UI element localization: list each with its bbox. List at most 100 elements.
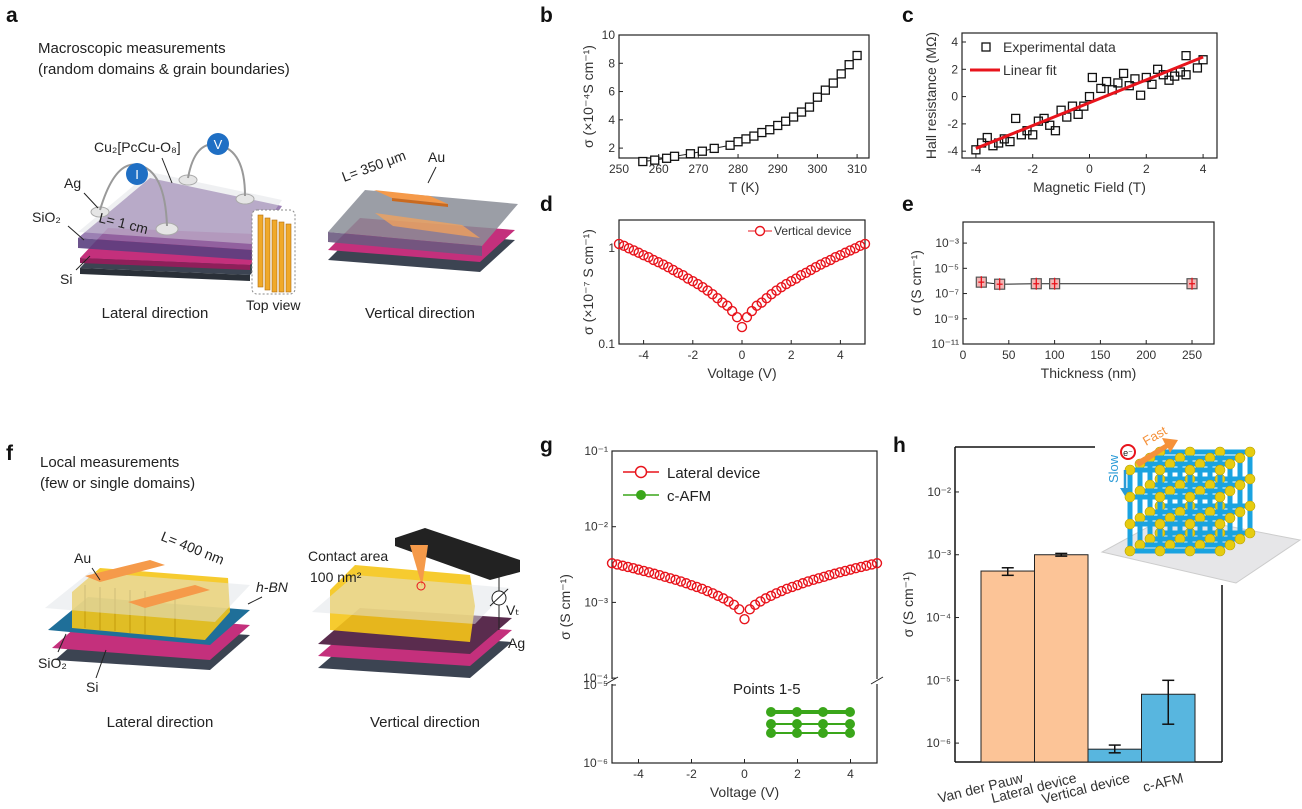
y-tick-label: 10⁻¹¹ bbox=[931, 337, 959, 351]
sio2-layer-side bbox=[80, 258, 250, 270]
leader-line bbox=[57, 633, 67, 653]
au-label: Au bbox=[74, 550, 91, 566]
atom bbox=[818, 707, 828, 717]
chart-panel-h: 10⁻⁶10⁻⁵10⁻⁴10⁻³10⁻²σ (S cm⁻¹)Van der Pa… bbox=[900, 446, 1223, 807]
data-point bbox=[813, 573, 824, 584]
metal-node bbox=[1234, 533, 1246, 545]
data-point bbox=[672, 267, 684, 279]
data-point bbox=[792, 579, 803, 591]
data-point bbox=[835, 249, 846, 261]
data-point bbox=[795, 269, 807, 281]
atom bbox=[792, 728, 802, 738]
metal-node bbox=[1234, 452, 1246, 464]
metal-node bbox=[1154, 518, 1166, 530]
data-point bbox=[638, 249, 649, 261]
metal-node bbox=[1154, 491, 1166, 503]
tip-voltage-label: Vₜ bbox=[506, 602, 519, 618]
y-tick-label: 10⁻⁵ bbox=[583, 678, 608, 692]
legend-label: c-AFM bbox=[667, 488, 711, 505]
data-point bbox=[725, 140, 735, 150]
data-point bbox=[829, 568, 840, 579]
current-symbol: I bbox=[135, 167, 139, 182]
data-point bbox=[1005, 136, 1015, 147]
data-point bbox=[669, 151, 680, 161]
data-point bbox=[1192, 63, 1203, 73]
x-tick-label: 2 bbox=[788, 348, 795, 362]
x-tick-label: 250 bbox=[609, 162, 629, 176]
x-tick-label: 250 bbox=[1182, 348, 1202, 362]
metal-node bbox=[1224, 458, 1236, 470]
au-electrode-right bbox=[128, 585, 210, 608]
data-point bbox=[765, 125, 775, 135]
atom bbox=[792, 707, 802, 717]
y-tick-label: 10⁻⁶ bbox=[583, 756, 608, 770]
bar bbox=[1034, 554, 1089, 763]
x-axis-label: Thickness (nm) bbox=[1041, 365, 1137, 381]
plot-frame bbox=[618, 219, 866, 345]
metal-node bbox=[1244, 473, 1256, 485]
x-tick-label: 280 bbox=[728, 162, 748, 176]
voltmeter-icon bbox=[207, 133, 229, 155]
data-point bbox=[982, 132, 992, 143]
length-label: L= 400 nm bbox=[159, 528, 227, 568]
data-point bbox=[681, 578, 692, 589]
x-tick-label: 290 bbox=[768, 162, 788, 176]
data-point bbox=[663, 261, 674, 273]
plot-frame bbox=[962, 221, 1215, 345]
data-point bbox=[1096, 83, 1106, 94]
data-point bbox=[849, 243, 861, 254]
data-point bbox=[686, 579, 697, 591]
y-tick-label: 10⁻⁴ bbox=[926, 611, 951, 625]
ag-label: Ag bbox=[64, 175, 81, 191]
metal-node bbox=[1214, 464, 1226, 476]
y-tick-label: 2 bbox=[951, 62, 958, 76]
leader-line bbox=[75, 255, 91, 271]
data-point bbox=[741, 134, 751, 144]
data-point bbox=[707, 588, 718, 599]
x-tick-label: 200 bbox=[1136, 348, 1156, 362]
framework-cube-inset: Fast Slow e⁻ bbox=[1100, 423, 1302, 584]
legend-marker-dot bbox=[636, 490, 646, 500]
voltage-symbol: V bbox=[214, 137, 223, 152]
data-point bbox=[804, 102, 815, 112]
data-point bbox=[852, 50, 862, 61]
molecule-stack-icon bbox=[766, 707, 855, 738]
data-point bbox=[731, 312, 743, 323]
metal-node bbox=[1214, 545, 1226, 557]
data-point bbox=[815, 259, 826, 270]
data-point bbox=[818, 571, 830, 582]
metal-node bbox=[1214, 491, 1226, 503]
axis-break-mark bbox=[870, 676, 884, 685]
y-tick-label: 8 bbox=[608, 56, 615, 70]
atom bbox=[792, 719, 802, 729]
plot-frame bbox=[611, 450, 878, 764]
x-tick-label: 270 bbox=[688, 162, 708, 176]
x-tick-label: 0 bbox=[741, 767, 748, 781]
y-tick-label: 4 bbox=[608, 113, 615, 127]
data-point bbox=[845, 564, 856, 575]
data-point bbox=[617, 560, 628, 571]
atom bbox=[845, 719, 855, 729]
data-point bbox=[734, 604, 745, 615]
atom bbox=[766, 728, 776, 738]
sio2-label: SiO₂ bbox=[38, 655, 67, 671]
data-point bbox=[1050, 126, 1061, 136]
data-point bbox=[1084, 91, 1095, 102]
y-tick-label: 10⁻⁶ bbox=[926, 736, 951, 750]
panel-letter-c: c bbox=[902, 4, 914, 27]
data-point bbox=[697, 146, 707, 156]
y-tick-label: -2 bbox=[947, 117, 958, 131]
leader-line bbox=[247, 596, 263, 605]
y-tick-label: 6 bbox=[608, 85, 615, 99]
data-point bbox=[658, 259, 669, 270]
data-point bbox=[606, 558, 618, 569]
slow-arrow-head bbox=[1120, 488, 1130, 496]
data-point bbox=[866, 559, 877, 570]
data-point bbox=[820, 85, 830, 95]
x-tick-label: 100 bbox=[1045, 348, 1065, 362]
y-tick-label: 10⁻² bbox=[584, 520, 608, 534]
data-point bbox=[1147, 79, 1157, 89]
data-point bbox=[1087, 72, 1097, 83]
x-tick-label: -4 bbox=[638, 348, 649, 362]
x-tick-label: 2 bbox=[1143, 162, 1150, 176]
